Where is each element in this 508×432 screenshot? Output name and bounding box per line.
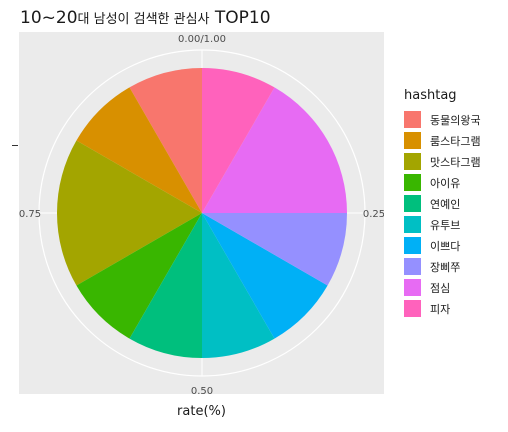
legend-label: 아이유 — [430, 176, 461, 190]
pie-slice-9 — [202, 87, 347, 213]
title-sub: 대 남성이 검색한 관심사 — [77, 12, 210, 27]
legend-item: 점심 — [404, 277, 481, 298]
legend-label: 유투브 — [430, 218, 461, 232]
angle-tick-label-0: 0.00/1.00 — [178, 34, 226, 45]
legend-item: 피자 — [404, 298, 481, 319]
axis-tick-mark — [12, 145, 18, 146]
legend-label: 피자 — [430, 302, 451, 316]
legend-item: 아이유 — [404, 172, 481, 193]
legend-label: 맛스타그램 — [430, 155, 481, 169]
legend-item: 유투브 — [404, 214, 481, 235]
legend-item: 장삐쭈 — [404, 256, 481, 277]
legend-label: 장삐쭈 — [430, 260, 461, 274]
legend-item: 맛스타그램 — [404, 151, 481, 172]
pie-slice-4 — [76, 213, 202, 339]
legend-label: 연예인 — [430, 197, 461, 211]
legend-label: 점심 — [430, 281, 451, 295]
pie-slice-2 — [76, 87, 202, 213]
title-tail: TOP10 — [209, 8, 271, 28]
legend-key-swatch — [404, 111, 421, 128]
pie-slice-5 — [129, 213, 202, 358]
legend-key-swatch — [404, 132, 421, 149]
legend-key-swatch — [404, 216, 421, 233]
legend-key-swatch — [404, 279, 421, 296]
legend-key-swatch — [404, 174, 421, 191]
pie-slice-10 — [202, 68, 275, 213]
legend-item: 연예인 — [404, 193, 481, 214]
pie-slice-1 — [129, 68, 202, 213]
legend-key-swatch — [404, 237, 421, 254]
legend-label: 이쁘다 — [430, 239, 461, 253]
legend-key-swatch — [404, 300, 421, 317]
legend-item: 룸스타그램 — [404, 130, 481, 151]
legend-key-swatch — [404, 195, 421, 212]
legend-key-swatch — [404, 258, 421, 275]
pie-slice-7 — [202, 213, 328, 339]
legend-item: 동물의왕국 — [404, 109, 481, 130]
legend-item: 이쁘다 — [404, 235, 481, 256]
legend-label: 동물의왕국 — [430, 113, 481, 127]
pie-chart: 0.00/1.00 0.25 0.50 0.75 — [19, 34, 384, 394]
pie-slice-8 — [202, 213, 347, 286]
x-axis-label: rate(%) — [177, 404, 226, 419]
legend-label: 룸스타그램 — [430, 134, 481, 148]
title-main: 10~20 — [20, 8, 78, 28]
legend-title: hashtag — [404, 88, 457, 103]
chart-title: 10~20대 남성이 검색한 관심사 TOP10 — [20, 8, 271, 28]
angle-tick-label-1: 0.25 — [363, 209, 384, 220]
pie-slice-3 — [57, 140, 203, 286]
angle-tick-label-3: 0.75 — [19, 209, 41, 220]
angle-tick-label-2: 0.50 — [191, 386, 213, 394]
legend-key-swatch — [404, 153, 421, 170]
pie-slice-6 — [202, 213, 275, 358]
